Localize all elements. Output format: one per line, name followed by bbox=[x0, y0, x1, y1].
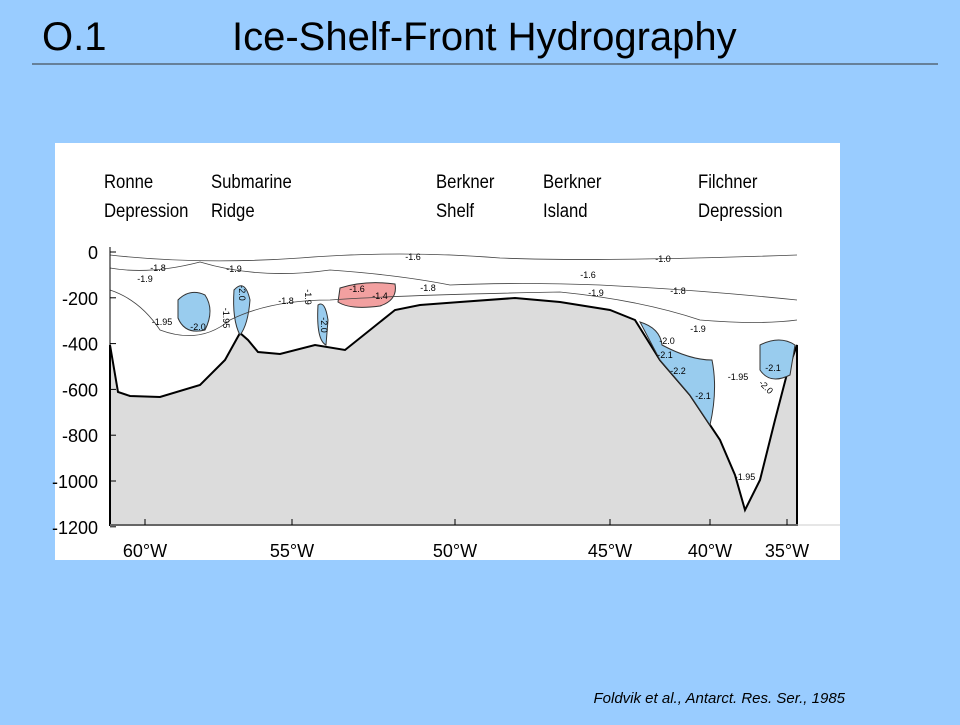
contour-label: -2.1 bbox=[765, 363, 781, 373]
cold-patch bbox=[759, 339, 796, 380]
y-tick-label: -1000 bbox=[52, 472, 98, 492]
y-tick-label: -200 bbox=[62, 289, 98, 309]
region-label: Submarine bbox=[211, 171, 292, 192]
cold-patch bbox=[177, 291, 211, 332]
cold-patch bbox=[317, 303, 329, 346]
contour-label: -1.9 bbox=[303, 289, 313, 305]
warm-patch bbox=[337, 282, 396, 308]
x-tick-label: 35°W bbox=[765, 541, 809, 561]
contour-label: -1.6 bbox=[405, 252, 421, 262]
y-tick-label: -1200 bbox=[52, 518, 98, 538]
contour-label: -1.9 bbox=[137, 274, 153, 284]
x-tick-label: 60°W bbox=[123, 541, 167, 561]
region-label: Berkner bbox=[543, 171, 602, 192]
plot bbox=[109, 247, 840, 526]
contour-label: -1.9 bbox=[690, 324, 706, 334]
region-label: Depression bbox=[698, 200, 782, 221]
contour-label: -2.1 bbox=[695, 391, 711, 401]
contour-label: -1.0 bbox=[655, 254, 671, 264]
contour-label: -1.4 bbox=[372, 291, 388, 301]
contour-label: -1.9 bbox=[588, 288, 604, 298]
contour-label: -1.6 bbox=[349, 284, 365, 294]
cold-patch bbox=[639, 321, 716, 427]
contour-label: -1.95 bbox=[221, 308, 231, 329]
contour-label: -1.95 bbox=[728, 372, 749, 382]
contour-label: -1.8 bbox=[278, 296, 294, 306]
slide-number: O.1 bbox=[42, 15, 106, 59]
contour-label: -2.1 bbox=[657, 350, 673, 360]
contour-label: -1.8 bbox=[150, 263, 166, 273]
y-tick-label: -600 bbox=[62, 380, 98, 400]
region-label: Depression bbox=[104, 200, 188, 221]
contour-label: -2.0 bbox=[237, 285, 247, 301]
y-tick-label: -400 bbox=[62, 335, 98, 355]
contour-label: -1.95 bbox=[152, 317, 173, 327]
x-tick-label: 45°W bbox=[588, 541, 632, 561]
sea-floor bbox=[109, 296, 798, 526]
region-label: Berkner bbox=[436, 171, 495, 192]
y-tick-label: 0 bbox=[88, 243, 98, 263]
region-label: Shelf bbox=[436, 200, 474, 221]
region-label: Island bbox=[543, 200, 588, 221]
contour-label: -1.9 bbox=[226, 264, 242, 274]
contour-label: -1.6 bbox=[580, 270, 596, 280]
contour-label: -1.95 bbox=[735, 472, 756, 482]
y-tick-label: -800 bbox=[62, 426, 98, 446]
contours bbox=[109, 253, 798, 336]
x-tick-label: 50°W bbox=[433, 541, 477, 561]
region-label: Ronne bbox=[104, 171, 153, 192]
contour-label: -2.2 bbox=[670, 366, 686, 376]
slide-title: Ice-Shelf-Front Hydrography bbox=[232, 15, 737, 59]
contour-label: -2.0 bbox=[190, 322, 206, 332]
contour-label: -1.8 bbox=[420, 283, 436, 293]
x-tick-label: 55°W bbox=[270, 541, 314, 561]
contour-label: -2.0 bbox=[319, 317, 329, 333]
contour-label: -2.0 bbox=[659, 336, 675, 346]
region-label: Filchner bbox=[698, 171, 757, 192]
cold-patch bbox=[233, 285, 251, 336]
x-tick-label: 40°W bbox=[688, 541, 732, 561]
citation: Foldvik et al., Antarct. Res. Ser., 1985 bbox=[594, 690, 846, 707]
contour-label: -1.8 bbox=[670, 286, 686, 296]
region-label: Ridge bbox=[211, 200, 255, 221]
